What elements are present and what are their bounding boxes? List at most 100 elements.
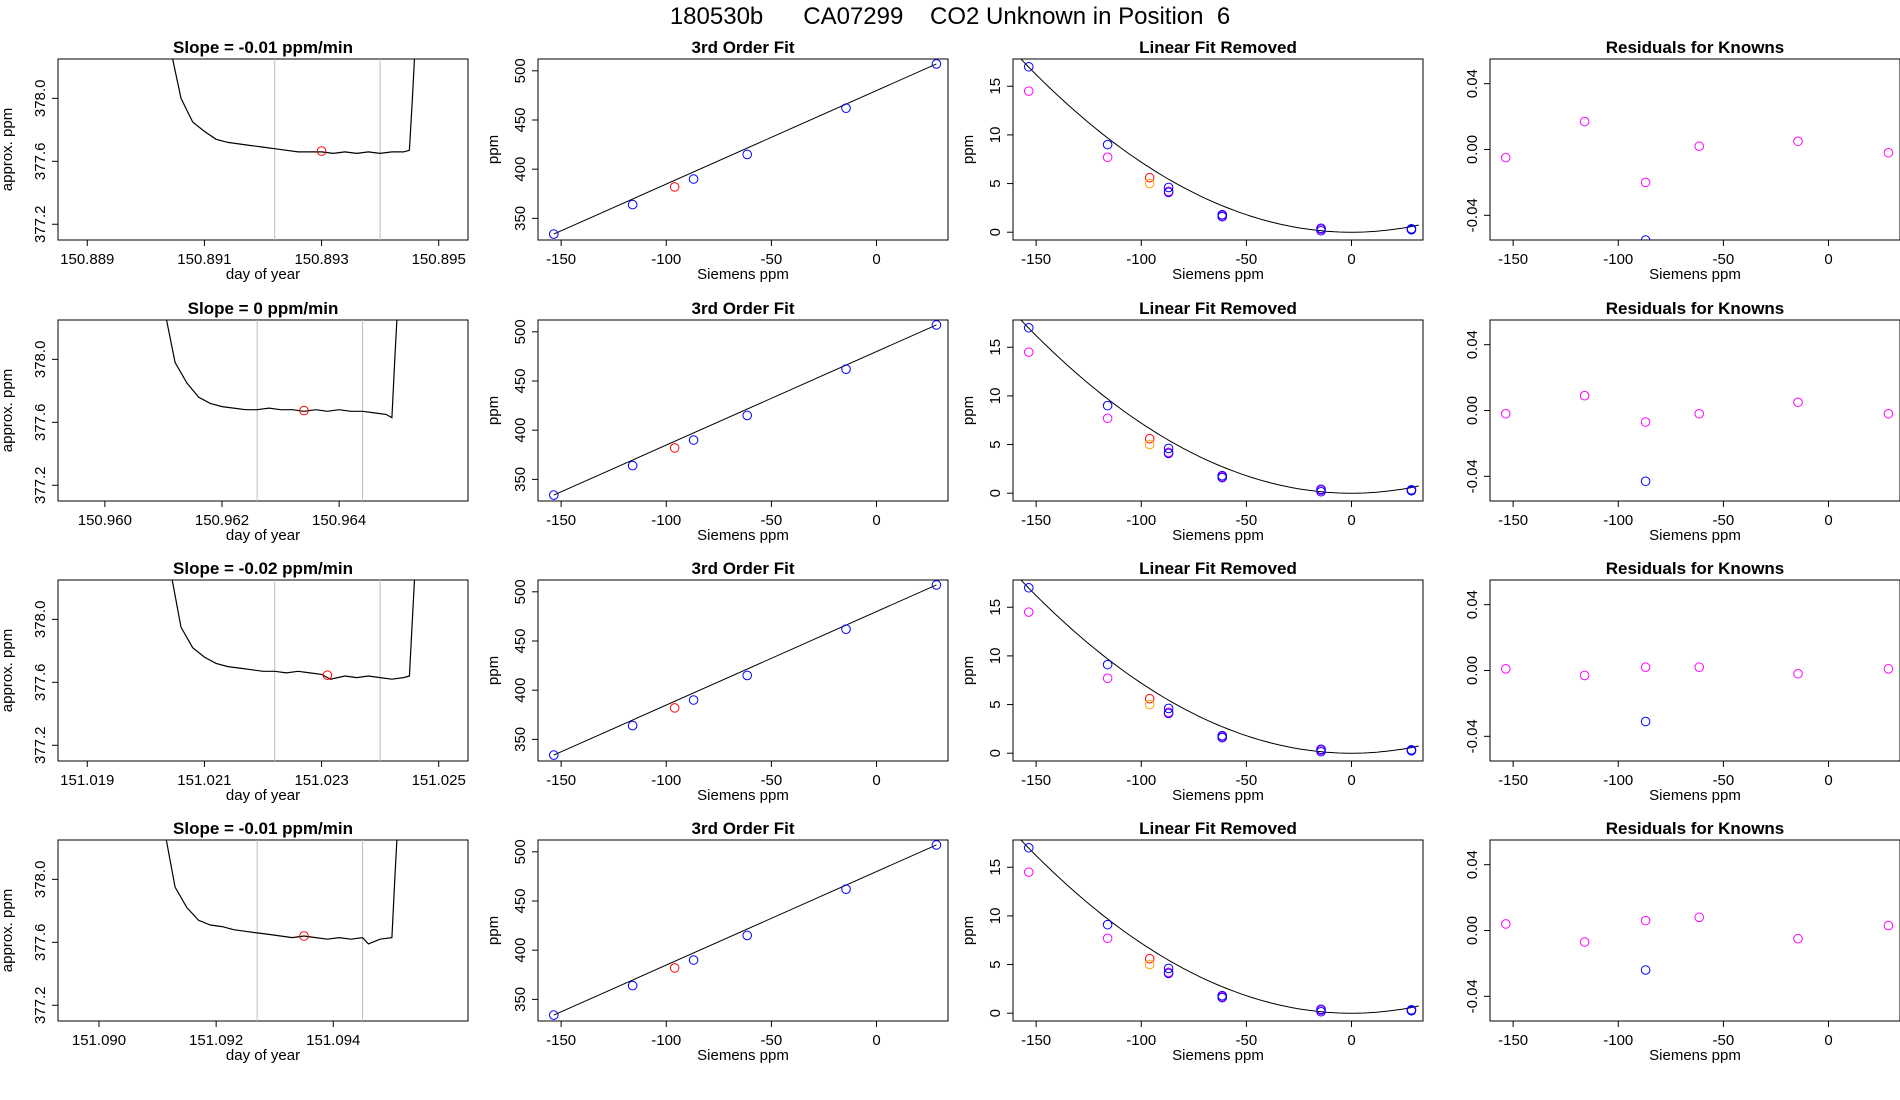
- x-tick-label: 0: [1824, 512, 1832, 529]
- panel-linear_removed-row2: Linear Fit Removed -150 -100 -50 0 0 5 10 15 Siem…: [960, 299, 1424, 544]
- plot-frame: [57, 839, 469, 1022]
- plot-frame: [1012, 319, 1424, 502]
- known-point: [742, 149, 753, 160]
- fit-line: [553, 844, 937, 1016]
- y-tick-label: 350: [512, 727, 529, 752]
- unknown-point-linear: [1144, 959, 1155, 970]
- x-tick-label: -100: [651, 512, 681, 529]
- known-point: [1316, 223, 1326, 234]
- plot-frame: [1489, 319, 1900, 502]
- x-tick-label: -100: [1603, 251, 1633, 268]
- x-tick-label: -100: [1603, 772, 1633, 789]
- y-tick-label: 10: [987, 648, 1004, 665]
- x-tick-label: 151.023: [294, 772, 348, 789]
- plot-frame: [537, 839, 949, 1022]
- x-tick-label: 150.964: [312, 512, 366, 529]
- unknown-point: [669, 182, 680, 192]
- x-tick-label: 151.092: [189, 1032, 243, 1049]
- known-point: [627, 720, 638, 731]
- x-axis-label: Siemens ppm: [697, 1047, 789, 1064]
- known-point: [1023, 842, 1034, 853]
- y-tick-label: 377.2: [32, 726, 49, 764]
- y-tick-label: 350: [512, 467, 529, 492]
- residual-point: [1793, 397, 1803, 408]
- residual-point: [1694, 141, 1705, 152]
- x-tick-label: 0: [1347, 772, 1355, 789]
- known-point: [931, 840, 942, 850]
- x-tick-label: -100: [1126, 772, 1156, 789]
- plot-frame: [57, 579, 469, 762]
- known-point: [841, 103, 851, 113]
- x-tick-label: -50: [1236, 251, 1258, 268]
- plot-area: [1500, 390, 1894, 487]
- residual-point: [1883, 408, 1894, 419]
- x-axis-label: Siemens ppm: [1649, 266, 1741, 283]
- plot-area: [548, 320, 942, 500]
- unknown-mean-marker: [322, 670, 333, 681]
- residual-point: [1500, 664, 1511, 674]
- plot-frame: [1012, 58, 1424, 241]
- y-tick-label: 0.04: [1464, 330, 1481, 359]
- y-tick-label: 450: [512, 628, 529, 653]
- y-axis-label: ppm: [485, 656, 502, 685]
- known-point: [742, 670, 753, 681]
- x-tick-label: -150: [546, 251, 576, 268]
- panel-residuals-row2: Residuals for Knowns -150 -100 -50 0 -0.04 0.0…: [1464, 299, 1900, 544]
- x-tick-label: -150: [546, 512, 576, 529]
- ppm-trace-line: [171, 580, 416, 680]
- x-tick-label: -150: [1021, 512, 1051, 529]
- x-tick-label: -100: [1603, 1032, 1633, 1049]
- residual-point: [1640, 177, 1651, 188]
- y-tick-label: 500: [512, 579, 529, 604]
- unknown-point: [1144, 433, 1155, 444]
- plot-frame: [537, 58, 949, 241]
- x-tick-label: -50: [1713, 772, 1735, 789]
- y-tick-label: 378.0: [32, 80, 49, 118]
- plot-area: [172, 59, 416, 240]
- panel-title: Slope = -0.01 ppm/min: [173, 38, 353, 57]
- known-point: [1316, 484, 1326, 495]
- known-point: [1217, 211, 1228, 222]
- y-tick-label: 5: [987, 179, 1004, 187]
- raw-point: [1023, 607, 1034, 617]
- y-axis-label: ppm: [485, 396, 502, 425]
- panel-trace-row2: Slope = 0 ppm/min 150.960 150.962 150.964 37…: [0, 299, 469, 544]
- panel-residuals-row1: Residuals for Knowns -150 -100 -50 0 -0.04 0.0…: [1464, 38, 1900, 283]
- x-tick-label: -50: [1713, 512, 1735, 529]
- residual-point: [1500, 919, 1511, 929]
- x-tick-label: 151.090: [72, 1032, 126, 1049]
- x-tick-label: 0: [872, 1032, 880, 1049]
- y-tick-label: 450: [512, 888, 529, 913]
- residual-point: [1579, 937, 1590, 947]
- known-point: [1406, 485, 1417, 496]
- plot-frame: [1012, 839, 1424, 1022]
- y-tick-label: 400: [512, 418, 529, 443]
- y-tick-label: 500: [512, 58, 529, 83]
- panel-title: 3rd Order Fit: [692, 559, 795, 578]
- known-point: [1316, 225, 1326, 236]
- x-tick-label: -150: [546, 772, 576, 789]
- x-tick-label: 151.019: [60, 772, 114, 789]
- plot-area: [1020, 320, 1419, 497]
- panel-title: Slope = -0.01 ppm/min: [173, 819, 353, 838]
- known-point: [1163, 187, 1174, 198]
- panel-title: 3rd Order Fit: [692, 38, 795, 57]
- panel-title: Residuals for Knowns: [1606, 819, 1785, 838]
- residual-point: [1694, 662, 1705, 673]
- y-tick-label: -0.04: [1464, 459, 1481, 493]
- x-tick-label: 150.889: [60, 251, 114, 268]
- panel-trace-row1: Slope = -0.01 ppm/min 150.889 150.891 150.8…: [0, 38, 469, 283]
- plot-frame: [1489, 579, 1900, 762]
- unknown-point: [1144, 693, 1155, 704]
- y-tick-label: 377.2: [32, 986, 49, 1024]
- known-point: [1316, 744, 1326, 755]
- known-point: [627, 980, 638, 991]
- x-tick-label: -50: [761, 251, 783, 268]
- x-tick-label: -50: [1236, 772, 1258, 789]
- x-tick-label: -100: [651, 772, 681, 789]
- known-point: [548, 490, 559, 500]
- plot-area: [171, 580, 416, 761]
- known-point: [1023, 582, 1034, 593]
- known-point: [1406, 224, 1417, 235]
- y-tick-label: 350: [512, 987, 529, 1012]
